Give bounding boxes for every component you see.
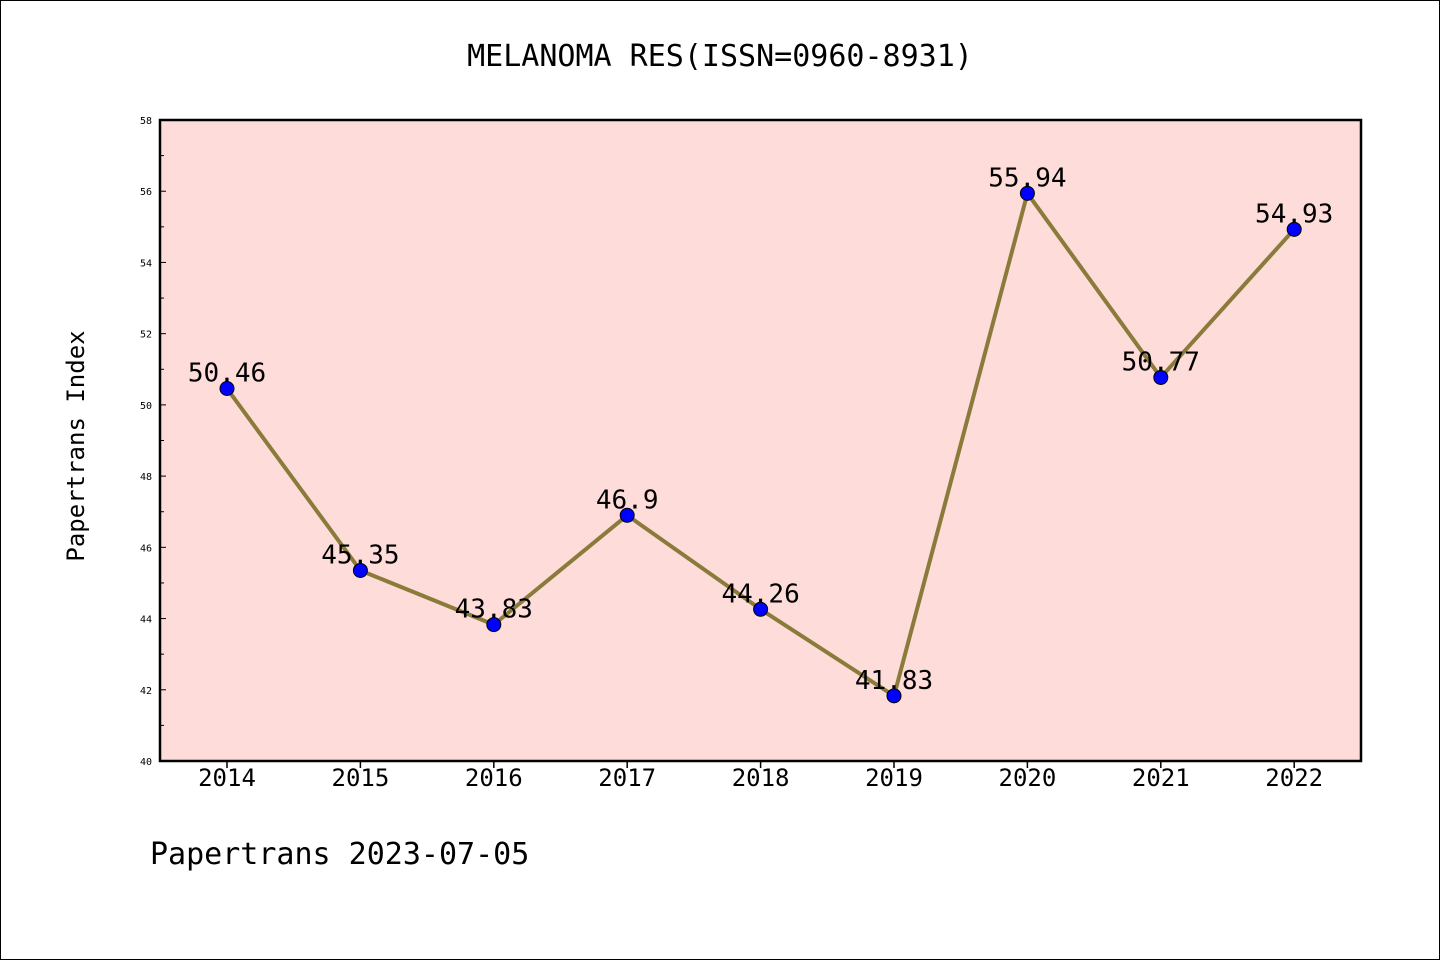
x-tick-label: 2018 — [732, 764, 790, 792]
y-tick-label: 42 — [140, 686, 152, 697]
data-label: 55.94 — [988, 163, 1066, 193]
y-axis: 40 42 44 46 48 50 52 54 56 58 — [140, 116, 166, 768]
data-point — [219, 381, 235, 397]
plot-area — [158, 118, 1363, 763]
marker-layer — [219, 185, 1302, 704]
data-point — [1153, 369, 1169, 385]
x-tick-label: 2016 — [465, 764, 523, 792]
y-tick-label: 56 — [140, 187, 152, 198]
data-point — [886, 688, 902, 704]
x-tick-label: 2017 — [598, 764, 656, 792]
data-point — [1019, 185, 1035, 201]
data-point — [1286, 221, 1302, 237]
x-tick-label: 2014 — [198, 764, 256, 792]
chart-title: MELANOMA RES(ISSN=0960-8931) — [467, 39, 973, 74]
y-tick-label: 50 — [140, 401, 152, 412]
y-axis-label: Papertrans Index — [62, 330, 90, 561]
data-point — [486, 617, 502, 633]
data-label: 44.26 — [721, 579, 799, 609]
data-label: 50.46 — [188, 359, 266, 389]
x-tick-label: 2020 — [999, 764, 1057, 792]
data-label: 43.83 — [455, 595, 533, 625]
x-tick-label: 2022 — [1265, 764, 1323, 792]
y-tick-label: 40 — [140, 757, 152, 768]
data-label: 50.77 — [1122, 347, 1200, 377]
y-tick-label: 48 — [140, 472, 152, 483]
data-label: 46.9 — [596, 485, 659, 515]
x-tick-label: 2021 — [1132, 764, 1190, 792]
data-label: 41.83 — [855, 666, 933, 696]
y-tick-label: 46 — [140, 543, 152, 554]
y-tick-label: 44 — [140, 615, 152, 626]
x-tick-label: 2019 — [865, 764, 923, 792]
y-tick-label: 58 — [140, 116, 152, 127]
y-tick-label: 52 — [140, 330, 152, 341]
x-tick-label: 2015 — [332, 764, 390, 792]
data-label: 54.93 — [1255, 199, 1333, 229]
footer-text: Papertrans 2023-07-05 — [150, 837, 529, 872]
y-tick-label: 54 — [140, 258, 152, 269]
data-label-layer: 50.46 45.35 43.83 46.9 44.26 41.83 55.94 50.77 5… — [188, 163, 1333, 695]
x-axis: 2014 2015 2016 2017 2018 2019 2020 2021 2022 — [198, 761, 1323, 792]
data-point — [753, 601, 769, 617]
data-label: 45.35 — [321, 540, 399, 570]
data-point — [352, 562, 368, 578]
data-point — [619, 507, 635, 523]
